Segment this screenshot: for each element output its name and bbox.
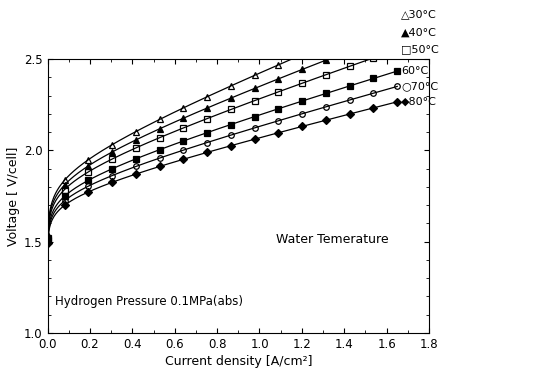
Text: ◆80°C: ◆80°C <box>401 97 437 107</box>
Text: Hydrogen Pressure 0.1MPa(abs): Hydrogen Pressure 0.1MPa(abs) <box>55 296 243 308</box>
X-axis label: Current density [A/cm²]: Current density [A/cm²] <box>165 355 312 368</box>
Text: △30°C: △30°C <box>401 9 437 20</box>
Text: ○70°C: ○70°C <box>401 81 439 92</box>
Text: ▲40°C: ▲40°C <box>401 28 437 38</box>
Text: □50°C: □50°C <box>401 45 439 55</box>
Text: 60°C: 60°C <box>401 66 429 76</box>
Text: Water Temerature: Water Temerature <box>276 233 389 246</box>
Y-axis label: Voltage [ V/cell]: Voltage [ V/cell] <box>7 146 20 246</box>
